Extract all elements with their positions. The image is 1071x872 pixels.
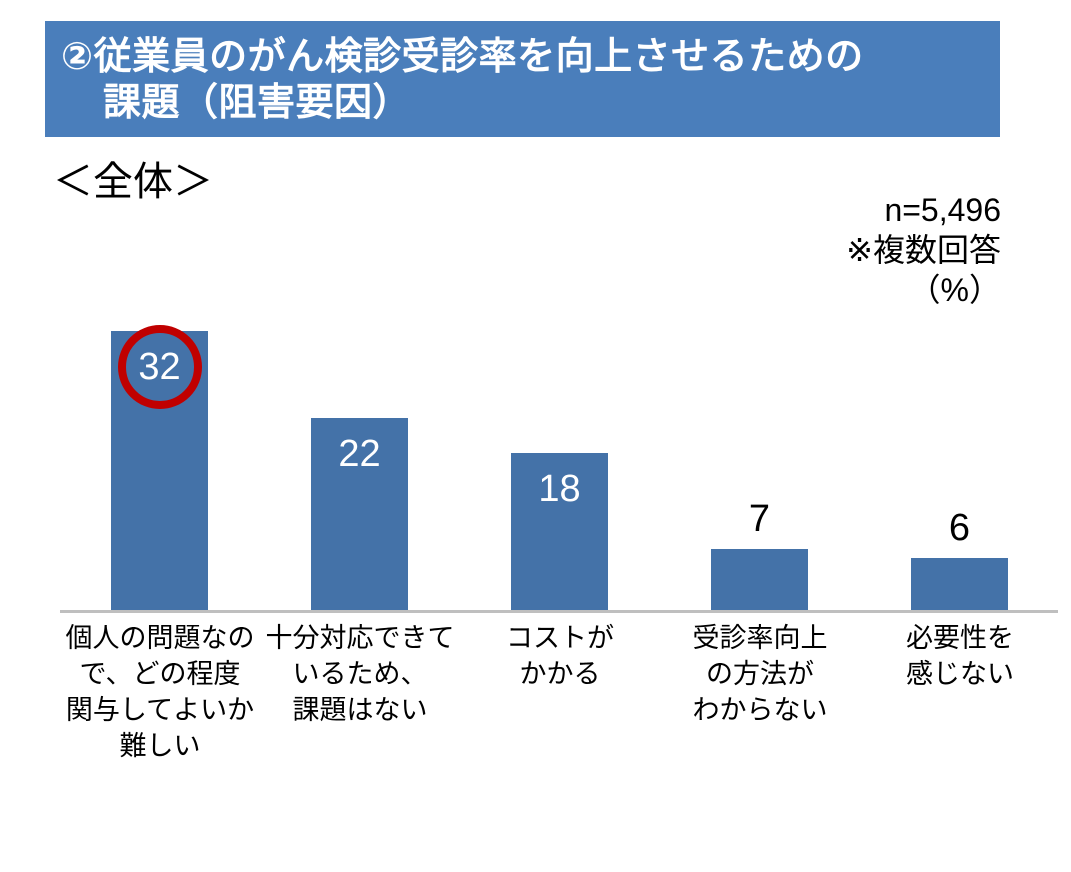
bar[interactable]: 22 xyxy=(311,418,408,610)
category-label-line: いるため、 xyxy=(292,659,428,689)
category-label-line: コストが xyxy=(506,623,614,653)
segment-label: ＜全体＞ xyxy=(53,160,213,204)
category-label-line: 関与してよいか xyxy=(65,695,255,725)
bar[interactable]: 18 xyxy=(511,453,608,610)
category-label-line: で、どの程度 xyxy=(79,659,241,689)
bar-group: 18 コストがかかる xyxy=(460,0,660,872)
multiple-answer-note: ※複数回答 xyxy=(846,232,1001,268)
bar-group: 7 受診率向上の方法がわからない xyxy=(660,0,860,872)
category-label: 受診率向上の方法がわからない xyxy=(660,620,860,728)
slide-title-line-2: 課題（阻害要因） xyxy=(103,82,412,124)
category-label-line: 難しい xyxy=(119,731,201,761)
sample-size-note: n=5,496 xyxy=(884,192,1001,228)
bar-value-label: 6 xyxy=(948,507,971,549)
category-label: コストが かかる xyxy=(460,620,660,692)
slide-title-banner: ②従業員のがん検診受診率を向上させるための 課題（阻害要因） xyxy=(45,21,1000,137)
category-label-line: 必要性を xyxy=(906,623,1014,653)
category-label-line: 個人の問題なの xyxy=(65,623,255,653)
category-label-line: 感じない xyxy=(906,659,1014,689)
bar-value-label: 22 xyxy=(338,433,381,475)
category-label-line: 受診率向上 xyxy=(692,623,828,653)
bar-group: 22 十分対応できて いるため、課題はない xyxy=(260,0,460,872)
bar[interactable] xyxy=(911,558,1008,610)
chart-notes: n=5,496 ※複数回答 （%） xyxy=(846,190,1001,310)
chart-baseline-axis xyxy=(60,610,1058,613)
bar[interactable] xyxy=(711,549,808,610)
bar-value-label: 32 xyxy=(138,346,181,388)
bar-group: 32 個人の問題なの で、どの程度 関与してよいか 難しい xyxy=(60,0,260,872)
slide-title-line-1: ②従業員のがん検診受診率を向上させるための xyxy=(61,36,864,78)
unit-note: （%） xyxy=(908,272,1001,308)
bar-group: 6 必要性を感じない xyxy=(860,0,1060,872)
category-label: 十分対応できて いるため、課題はない xyxy=(260,620,460,728)
bar-value-label: 18 xyxy=(538,468,581,510)
bar-value-label: 7 xyxy=(748,498,771,540)
category-label-line: 課題はない xyxy=(292,695,428,725)
category-label-line: 十分対応できて xyxy=(265,623,455,653)
bar[interactable]: 32 xyxy=(111,331,208,610)
category-label-line: かかる xyxy=(519,659,601,689)
category-label-line: わからない xyxy=(692,695,828,725)
category-label: 個人の問題なの で、どの程度 関与してよいか 難しい xyxy=(60,620,260,764)
category-label-line: の方法が xyxy=(706,659,814,689)
category-label: 必要性を 感じない xyxy=(860,620,1060,692)
